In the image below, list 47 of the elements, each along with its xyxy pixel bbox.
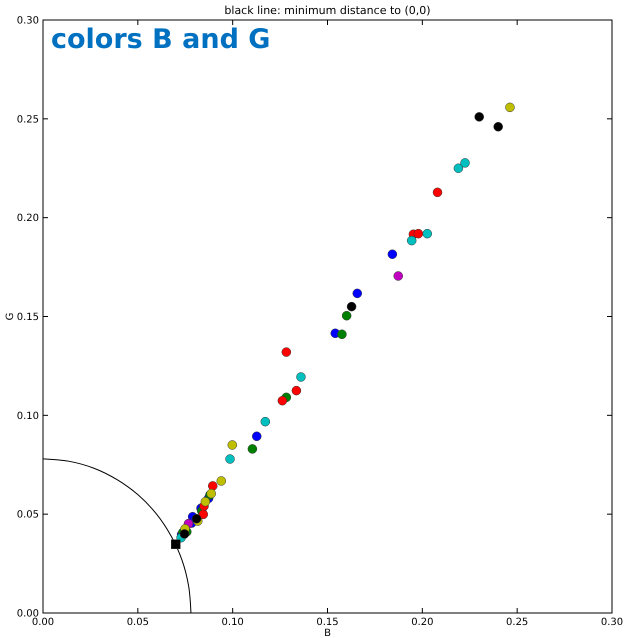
point — [278, 396, 288, 406]
point — [292, 386, 302, 396]
x-tick-label: 0.05 — [126, 617, 149, 628]
point — [414, 228, 424, 238]
point — [200, 496, 210, 506]
y-tick-label: 0.15 — [16, 312, 39, 323]
point — [432, 188, 442, 198]
y-tick-label: 0.05 — [16, 510, 39, 521]
y-axis-title: G — [5, 312, 16, 320]
x-axis-title: B — [324, 628, 332, 638]
point — [474, 112, 484, 122]
point — [216, 476, 226, 486]
point — [454, 164, 464, 173]
x-tick-label: 0.15 — [316, 617, 339, 628]
point — [225, 454, 235, 464]
point — [422, 228, 432, 238]
point — [198, 510, 208, 520]
point — [248, 444, 258, 454]
point — [208, 481, 218, 491]
point — [346, 302, 356, 312]
x-tick-label: 0.20 — [411, 617, 434, 628]
annotation: colors B and G — [51, 24, 270, 55]
point — [460, 158, 470, 168]
y-tick-label: 0.25 — [16, 114, 39, 126]
x-tick-label: 0.10 — [222, 617, 244, 628]
x-tick-label: 0.00 — [32, 617, 54, 628]
point — [337, 330, 347, 340]
point — [505, 102, 515, 112]
point — [296, 372, 306, 382]
point — [171, 539, 181, 549]
y-tick-label: 0.30 — [16, 16, 39, 26]
point — [406, 236, 416, 246]
point — [192, 514, 202, 524]
point — [352, 288, 362, 298]
y-tick-label: 0.10 — [16, 410, 39, 422]
point — [252, 432, 262, 442]
point — [228, 440, 238, 450]
point — [282, 347, 292, 357]
y-tick-label: 0.20 — [16, 213, 39, 224]
x-tick-label: 0.25 — [506, 617, 528, 628]
point — [342, 310, 352, 320]
point — [388, 249, 398, 259]
x-tick-label: 0.30 — [600, 617, 624, 628]
chart-title: black line: minimum distance to (0,0) — [224, 4, 431, 17]
point — [260, 416, 270, 426]
point — [393, 271, 403, 281]
point — [493, 122, 503, 132]
